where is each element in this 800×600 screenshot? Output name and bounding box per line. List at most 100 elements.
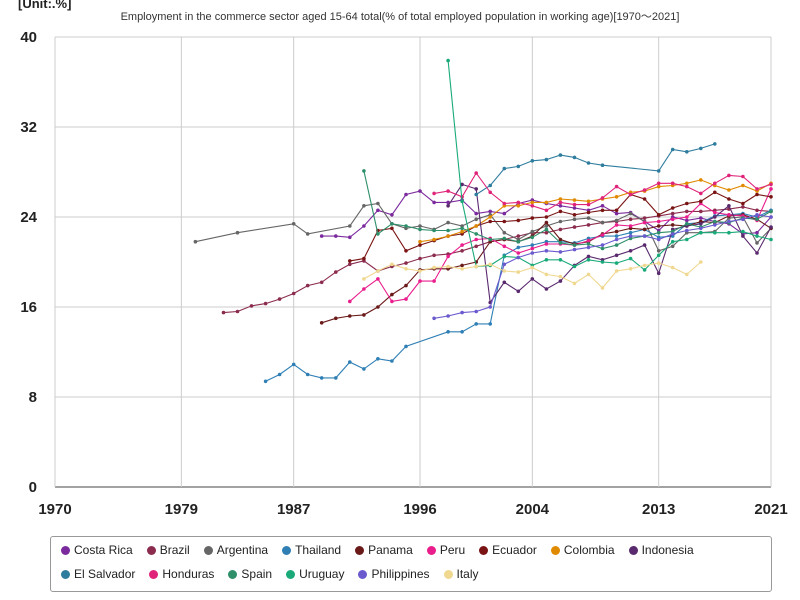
data-point-philippines [685, 228, 689, 233]
data-point-spain [544, 227, 549, 232]
data-point-peru [628, 224, 633, 228]
data-point-costa-rica [755, 230, 759, 235]
data-point-spain [488, 237, 493, 242]
data-point-philippines [656, 237, 661, 242]
data-point-spain [769, 209, 773, 214]
legend-swatch [203, 545, 213, 555]
data-point-uruguay [446, 58, 450, 63]
data-point-uruguay [769, 237, 773, 242]
data-point-philippines [727, 219, 731, 224]
legend-item-costa-rica[interactable]: Costa Rica [61, 543, 133, 557]
data-point-honduras [432, 191, 436, 196]
data-point-argentina [362, 204, 366, 208]
data-point-argentina [544, 224, 549, 228]
legend-swatch [358, 569, 368, 579]
data-point-uruguay [628, 256, 633, 261]
data-point-peru [685, 215, 689, 219]
data-point-uruguay [502, 254, 507, 259]
data-point-brazil [221, 310, 226, 315]
legend-item-italy[interactable]: Italy [443, 567, 479, 581]
data-point-costa-rica [348, 235, 352, 240]
data-point-peru [432, 279, 436, 283]
data-point-philippines [614, 237, 619, 242]
data-point-indonesia [502, 280, 507, 285]
data-point-uruguay [558, 258, 563, 262]
legend-item-peru[interactable]: Peru [426, 543, 465, 557]
data-point-peru [460, 243, 464, 247]
data-point-indonesia [642, 243, 647, 247]
data-point-colombia [446, 234, 450, 238]
data-point-ecuador [362, 256, 366, 261]
legend-swatch [61, 545, 70, 555]
legend-item-el-salvador[interactable]: El Salvador [61, 567, 135, 581]
data-point-ecuador [699, 199, 703, 204]
data-point-honduras [727, 173, 731, 178]
legend-item-brazil[interactable]: Brazil [146, 543, 190, 557]
data-point-thailand [334, 376, 338, 380]
data-point-honduras [769, 182, 773, 187]
data-point-costa-rica [432, 200, 436, 205]
data-point-argentina [600, 220, 605, 225]
data-point-panama [348, 314, 352, 318]
data-point-argentina [670, 244, 675, 249]
legend-item-uruguay[interactable]: Uruguay [286, 567, 344, 581]
data-point-costa-rica [488, 209, 493, 214]
data-point-uruguay [685, 237, 689, 242]
data-point-ecuador [348, 259, 352, 263]
legend-item-thailand[interactable]: Thailand [282, 543, 341, 557]
data-point-thailand [291, 362, 296, 367]
legend-item-argentina[interactable]: Argentina [203, 543, 268, 557]
data-point-italy [432, 265, 436, 270]
data-point-costa-rica [600, 204, 605, 208]
data-point-brazil [699, 209, 703, 214]
data-point-argentina [656, 249, 661, 253]
data-point-spain [685, 222, 689, 226]
data-point-colombia [488, 215, 493, 219]
data-point-panama [404, 283, 408, 288]
data-point-spain [390, 222, 394, 226]
data-point-italy [376, 269, 380, 273]
data-point-ecuador [670, 206, 675, 210]
data-point-brazil [544, 230, 549, 235]
data-point-honduras [474, 171, 479, 175]
data-point-costa-rica [614, 211, 619, 216]
legend-item-spain[interactable]: Spain [228, 567, 272, 581]
data-point-uruguay [713, 230, 717, 235]
data-point-panama [376, 305, 380, 309]
data-point-colombia [558, 197, 563, 201]
legend-item-colombia[interactable]: Colombia [550, 543, 615, 557]
data-point-honduras [446, 189, 450, 193]
legend-item-honduras[interactable]: Honduras [149, 567, 214, 581]
legend-label: Indonesia [641, 543, 694, 557]
series-line-brazil [223, 206, 772, 314]
legend-swatch [628, 545, 638, 555]
legend-item-indonesia[interactable]: Indonesia [628, 543, 694, 557]
data-point-brazil [432, 253, 436, 258]
data-point-ecuador [713, 190, 717, 195]
data-point-colombia [516, 204, 521, 208]
legend-item-ecuador[interactable]: Ecuador [479, 543, 537, 557]
data-point-ecuador [586, 210, 591, 215]
data-point-brazil [642, 216, 647, 220]
data-point-italy [685, 272, 689, 277]
data-point-peru [516, 251, 521, 255]
data-point-italy [474, 264, 479, 269]
legend-swatch [228, 569, 238, 579]
data-point-philippines [446, 314, 450, 318]
data-point-brazil [460, 249, 464, 253]
legend-item-panama[interactable]: Panama [355, 543, 413, 557]
data-point-argentina [628, 211, 633, 216]
data-point-peru [713, 210, 717, 215]
data-point-uruguay [699, 230, 703, 235]
data-point-panama [544, 220, 549, 225]
y-tick-label: 0 [29, 479, 37, 496]
data-point-brazil [755, 208, 759, 213]
data-point-indonesia [586, 254, 591, 259]
y-tick-label: 24 [20, 209, 37, 226]
data-point-argentina [755, 241, 759, 245]
data-point-ecuador [502, 219, 507, 224]
data-point-ecuador [516, 218, 521, 223]
data-point-spain [530, 235, 535, 240]
data-point-costa-rica [685, 218, 689, 223]
legend-item-philippines[interactable]: Philippines [358, 567, 430, 581]
